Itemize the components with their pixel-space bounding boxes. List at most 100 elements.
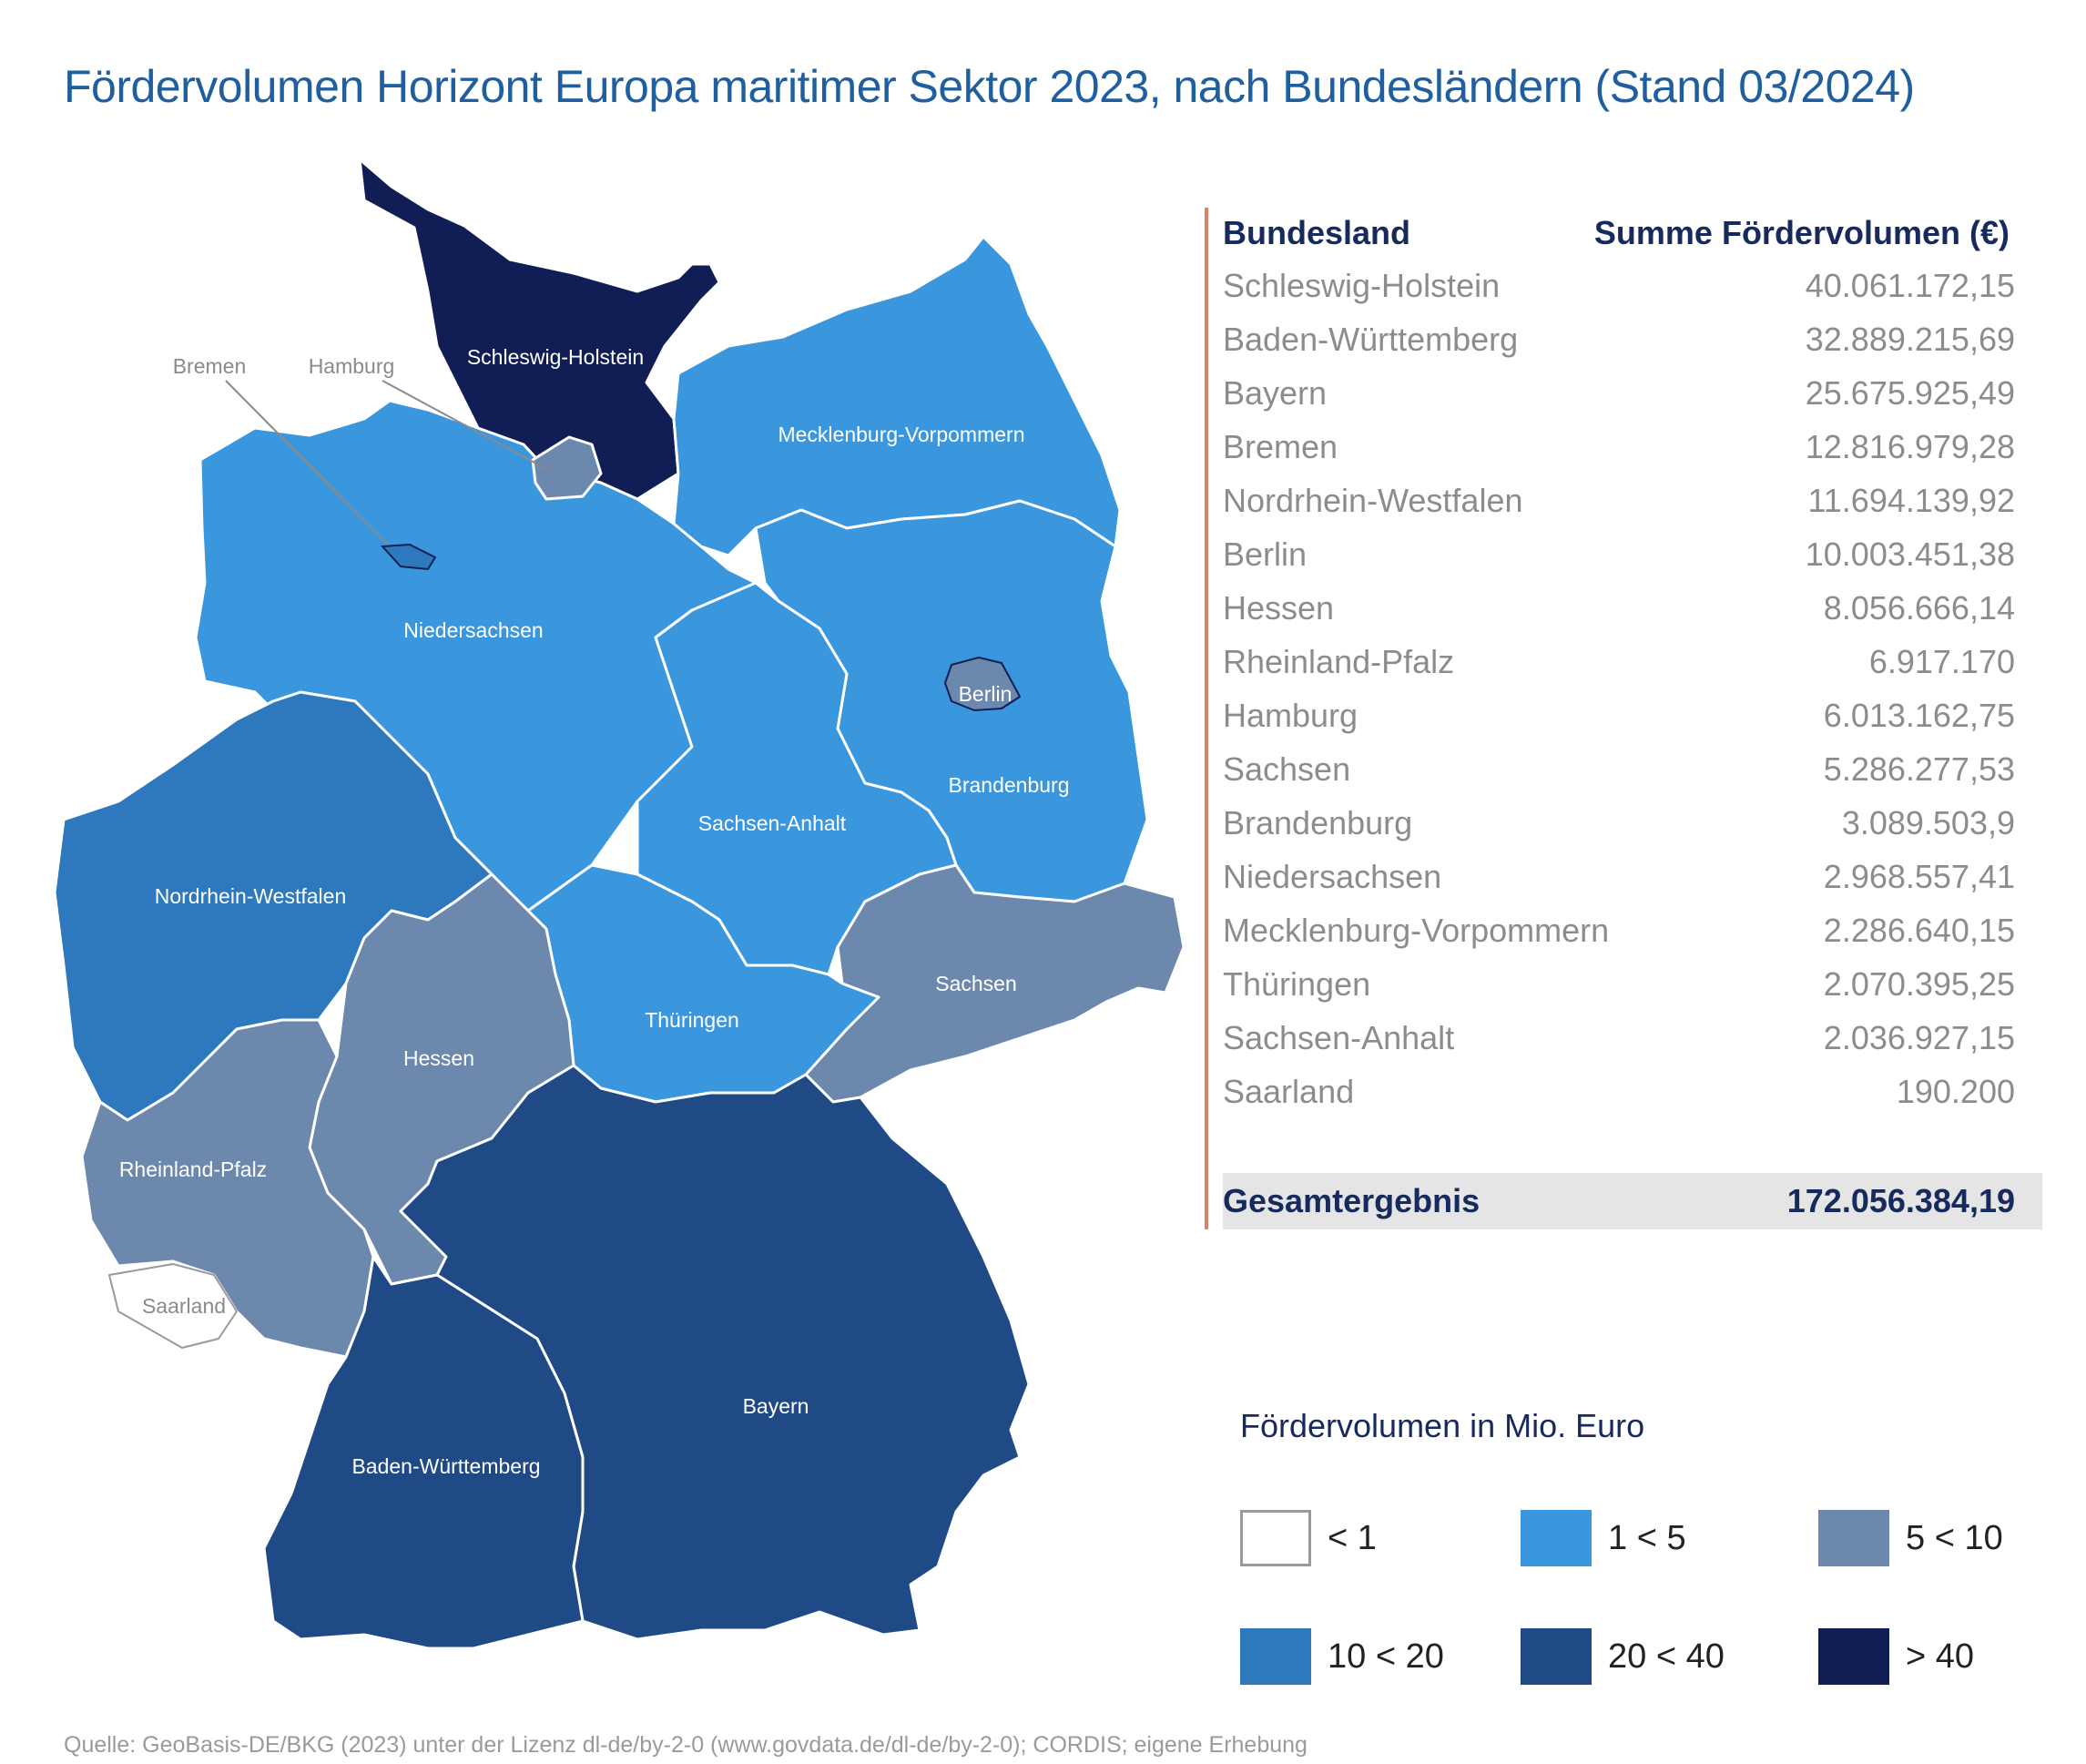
row-value: 8.056.666,14 xyxy=(1823,588,2015,627)
state-rheinland-pfalz[interactable] xyxy=(80,1018,375,1359)
legend-item: < 1 xyxy=(1240,1510,1377,1566)
row-state: Saarland xyxy=(1223,1072,1355,1110)
legend-label: 20 < 40 xyxy=(1608,1637,1725,1676)
bremen-leader-line xyxy=(225,380,400,556)
table-row: Hessen 8.056.666,14 xyxy=(1223,581,2042,635)
row-state: Schleswig-Holstein xyxy=(1223,266,1501,304)
row-value: 2.070.395,25 xyxy=(1823,964,2015,1003)
callout-bremen: Bremen xyxy=(173,354,247,378)
row-value: 2.968.557,41 xyxy=(1823,857,2015,895)
state-bremen[interactable] xyxy=(380,543,437,571)
label-schleswig-holstein: Schleswig-Holstein xyxy=(467,345,644,369)
row-value: 25.675.925,49 xyxy=(1805,373,2015,412)
legend-swatch xyxy=(1521,1510,1592,1566)
row-state: Hamburg xyxy=(1223,696,1358,734)
label-sachsen: Sachsen xyxy=(935,972,1017,995)
legend-item: 1 < 5 xyxy=(1521,1510,1686,1566)
label-hessen: Hessen xyxy=(403,1046,474,1070)
row-state: Bayern xyxy=(1223,373,1328,412)
table-row: Thüringen 2.070.395,25 xyxy=(1223,957,2042,1011)
table-row: Berlin 10.003.451,38 xyxy=(1223,527,2042,581)
state-mecklenburg-vorpommern[interactable] xyxy=(672,235,1122,557)
row-state: Thüringen xyxy=(1223,964,1371,1003)
row-value: 5.286.277,53 xyxy=(1823,749,2015,788)
table-row: Brandenburg 3.089.503,9 xyxy=(1223,796,2042,850)
label-berlin: Berlin xyxy=(959,682,1012,706)
label-baden-wuerttemberg: Baden-Württemberg xyxy=(351,1454,540,1478)
row-value: 40.061.172,15 xyxy=(1805,266,2015,304)
table-row: Schleswig-Holstein 40.061.172,15 xyxy=(1223,259,2042,312)
state-schleswig-holstein[interactable] xyxy=(358,158,721,501)
row-state: Sachsen-Anhalt xyxy=(1223,1018,1455,1056)
table-row: Baden-Württemberg 32.889.215,69 xyxy=(1223,312,2042,366)
hamburg-leader-line xyxy=(382,380,547,470)
state-bayern[interactable] xyxy=(399,1064,1031,1641)
label-rheinland-pfalz: Rheinland-Pfalz xyxy=(119,1157,267,1181)
row-value: 6.013.162,75 xyxy=(1823,696,2015,734)
row-state: Hessen xyxy=(1223,588,1335,627)
state-saarland[interactable] xyxy=(108,1263,238,1349)
legend-item: > 40 xyxy=(1818,1628,1974,1685)
row-state: Mecklenburg-Vorpommern xyxy=(1223,911,1610,949)
table-row: Rheinland-Pfalz 6.917.170 xyxy=(1223,635,2042,688)
header-bundesland: Bundesland xyxy=(1223,214,1411,251)
row-state: Rheinland-Pfalz xyxy=(1223,642,1455,680)
total-row: Gesamtergebnis 172.056.384,19 xyxy=(1223,1173,2042,1229)
row-value: 2.286.640,15 xyxy=(1823,911,2015,949)
row-value: 2.036.927,15 xyxy=(1823,1018,2015,1056)
state-hamburg[interactable] xyxy=(531,435,603,501)
row-state: Niedersachsen xyxy=(1223,857,1442,895)
row-value: 190.200 xyxy=(1896,1072,2015,1110)
row-value: 11.694.139,92 xyxy=(1807,481,2015,519)
callout-hamburg: Hamburg xyxy=(309,354,395,378)
label-sachsen-anhalt: Sachsen-Anhalt xyxy=(698,811,847,835)
legend-label: < 1 xyxy=(1328,1518,1377,1557)
table-row: Hamburg 6.013.162,75 xyxy=(1223,688,2042,742)
funding-table: Bundesland Summe Fördervolumen (€) Schle… xyxy=(1205,208,2042,1229)
table-row: Niedersachsen 2.968.557,41 xyxy=(1223,850,2042,903)
legend-label: 5 < 10 xyxy=(1906,1518,2003,1557)
table-body: Schleswig-Holstein 40.061.172,15 Baden-Wür… xyxy=(1223,259,2042,1118)
row-state: Nordrhein-Westfalen xyxy=(1223,481,1523,519)
legend-item: 10 < 20 xyxy=(1240,1628,1444,1685)
legend-swatch xyxy=(1240,1628,1311,1685)
row-state: Baden-Württemberg xyxy=(1223,320,1519,358)
state-baden-wuerttemberg[interactable] xyxy=(262,1255,585,1650)
legend-item: 20 < 40 xyxy=(1521,1628,1725,1685)
table-row: Mecklenburg-Vorpommern 2.286.640,15 xyxy=(1223,903,2042,957)
row-value: 3.089.503,9 xyxy=(1841,803,2015,841)
table-row: Nordrhein-Westfalen 11.694.139,92 xyxy=(1223,474,2042,527)
state-berlin[interactable] xyxy=(944,657,1021,711)
page-title: Fördervolumen Horizont Europa maritimer … xyxy=(64,61,1915,112)
row-value: 32.889.215,69 xyxy=(1805,320,2015,358)
table-header: Bundesland Summe Fördervolumen (€) xyxy=(1223,208,2042,259)
table-row: Bremen 12.816.979,28 xyxy=(1223,420,2042,474)
row-state: Bremen xyxy=(1223,427,1338,465)
legend-item: 5 < 10 xyxy=(1818,1510,2003,1566)
legend-title: Fördervolumen in Mio. Euro xyxy=(1240,1407,1645,1444)
table-row: Bayern 25.675.925,49 xyxy=(1223,366,2042,420)
row-value: 10.003.451,38 xyxy=(1805,535,2015,573)
table-row: Sachsen-Anhalt 2.036.927,15 xyxy=(1223,1011,2042,1065)
total-label: Gesamtergebnis xyxy=(1223,1182,1481,1219)
label-niedersachsen: Niedersachsen xyxy=(403,618,543,642)
legend-swatch xyxy=(1240,1510,1311,1566)
label-brandenburg: Brandenburg xyxy=(949,773,1070,797)
label-nordrhein-westfalen: Nordrhein-Westfalen xyxy=(155,884,347,908)
label-mecklenburg-vorpommern: Mecklenburg-Vorpommern xyxy=(778,423,1024,446)
label-saarland: Saarland xyxy=(142,1294,226,1318)
row-state: Brandenburg xyxy=(1223,803,1413,841)
header-summe: Summe Fördervolumen (€) xyxy=(1593,214,2010,251)
table-row: Saarland 190.200 xyxy=(1223,1065,2042,1118)
source-note: Quelle: GeoBasis-DE/BKG (2023) unter der… xyxy=(64,1732,1308,1758)
legend-swatch xyxy=(1818,1510,1889,1566)
row-state: Sachsen xyxy=(1223,749,1351,788)
total-value: 172.056.384,19 xyxy=(1786,1182,2015,1219)
table-row: Sachsen 5.286.277,53 xyxy=(1223,742,2042,796)
row-state: Berlin xyxy=(1223,535,1308,573)
legend-swatch xyxy=(1521,1628,1592,1685)
row-value: 6.917.170 xyxy=(1868,642,2015,680)
row-value: 12.816.979,28 xyxy=(1805,427,2015,465)
label-bayern: Bayern xyxy=(743,1394,809,1418)
